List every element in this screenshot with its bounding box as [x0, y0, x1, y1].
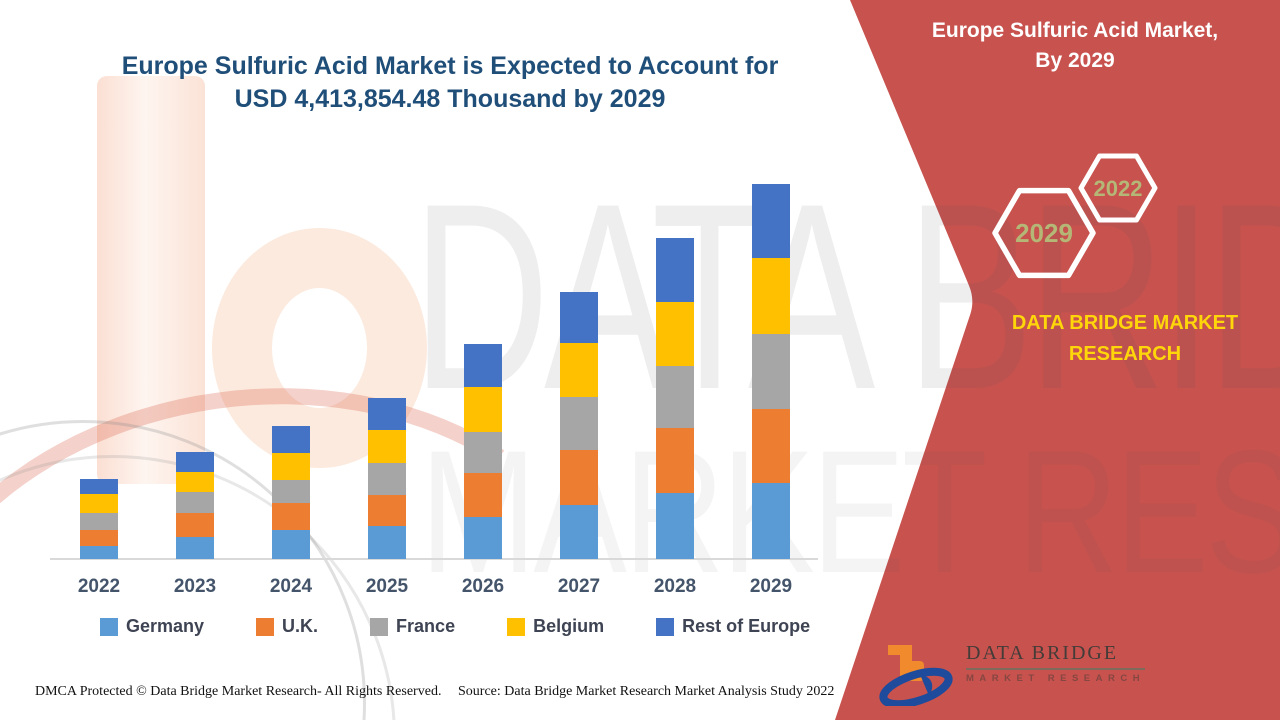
bar-segment-2027-germany [560, 504, 598, 559]
chart-legend: Germany U.K. France Belgium Rest of Europe [100, 616, 810, 637]
side-panel-title-line1: Europe Sulfuric Acid Market, [931, 19, 1219, 42]
hexagon-2029-year: 2029 [1015, 218, 1073, 248]
legend-label: Belgium [533, 616, 605, 636]
x-axis-label-2027: 2027 [557, 576, 601, 597]
chart-title: Europe Sulfuric Acid Market is Expected … [30, 50, 870, 116]
legend-item-france: France [370, 616, 455, 637]
hexagon-2022-year: 2022 [1094, 176, 1143, 201]
bar-segment-2029-germany [752, 482, 790, 559]
stacked-bar-2022 [80, 479, 118, 559]
legend-swatch-icon [256, 617, 275, 636]
bar-segment-2022-belgium [80, 493, 118, 513]
databridge-logo-icon [879, 645, 953, 706]
brand-wordmark: DATA BRIDGE MARKET RESEARCH [1000, 308, 1250, 370]
x-axis-label-2022: 2022 [77, 576, 121, 597]
bar-segment-2029-france [752, 333, 790, 409]
bar-segment-2029-u-k- [752, 408, 790, 483]
stacked-bar-2027 [560, 292, 598, 559]
brand-line2: RESEARCH [1068, 343, 1182, 365]
bar-segment-2028-belgium [656, 302, 694, 366]
legend-label: France [396, 616, 456, 636]
legend-label: Germany [126, 616, 205, 636]
hexagon-2029-outline [992, 187, 1096, 279]
bar-segment-2026-germany [464, 516, 502, 559]
side-panel-title-line2: By 2029 [1035, 49, 1115, 72]
chart-title-line1: Europe Sulfuric Acid Market is Expected … [121, 52, 779, 80]
legend-swatch-icon [507, 617, 526, 636]
stacked-bar-2029 [752, 184, 790, 559]
bar-segment-2024-germany [272, 529, 310, 559]
chart-title-line2: USD 4,413,854.48 Thousand by 2029 [234, 85, 666, 113]
hexagon-2022-outline [1078, 153, 1158, 223]
x-axis-label-2028: 2028 [653, 576, 697, 597]
bar-segment-2022-germany [80, 545, 118, 559]
bar-segment-2022-u-k- [80, 529, 118, 546]
bar-segment-2023-germany [176, 536, 214, 559]
logo-tagline: MARKET RESEARCH [966, 673, 1146, 684]
side-panel-title: Europe Sulfuric Acid Market, By 2029 [880, 16, 1270, 76]
legend-swatch-icon [100, 617, 118, 636]
x-axis-label-2026: 2026 [461, 576, 505, 597]
bar-segment-2026-belgium [464, 386, 502, 432]
bar-segment-2027-belgium [560, 342, 598, 397]
x-axis-line [50, 558, 818, 560]
bar-segment-2028-france [656, 366, 694, 428]
legend-label: Rest of Europe [682, 616, 811, 636]
bar-segment-2026-u-k- [464, 472, 502, 517]
legend-item-belgium: Belgium [507, 616, 604, 637]
legend-swatch-icon [370, 617, 389, 636]
x-axis-label-2025: 2025 [365, 576, 409, 597]
bar-segment-2023-u-k- [176, 512, 214, 537]
legend-label: U.K. [282, 616, 319, 636]
bar-segment-2028-u-k- [656, 427, 694, 493]
bar-segment-2029-belgium [752, 258, 790, 334]
x-axis-label-2029: 2029 [749, 576, 793, 597]
bar-segment-2028-germany [656, 492, 694, 559]
bar-segment-2025-france [368, 462, 406, 495]
bar-segment-2025-u-k- [368, 494, 406, 526]
bar-segment-2027-u-k- [560, 449, 598, 505]
brand-line1: DATA BRIDGE MARKET [1011, 312, 1239, 334]
bar-segment-2027-rest-of-europe [560, 292, 598, 343]
bar-segment-2026-rest-of-europe [464, 344, 502, 387]
source-notice: Source: Data Bridge Market Research Mark… [458, 684, 835, 699]
stacked-bar-2028 [656, 238, 694, 559]
bar-segment-2024-u-k- [272, 502, 310, 530]
legend-item-u-k-: U.K. [256, 616, 318, 637]
bar-segment-2029-rest-of-europe [752, 184, 790, 258]
logo-d-swoosh [879, 667, 953, 706]
bar-segment-2023-france [176, 491, 214, 513]
legend-item-rest-of-europe: Rest of Europe [656, 616, 810, 637]
dmca-notice: DMCA Protected © Data Bridge Market Rese… [35, 684, 442, 699]
legend-swatch-icon [656, 617, 675, 636]
stacked-bar-2026 [464, 344, 502, 559]
databridge-logo-text: DATA BRIDGE MARKET RESEARCH [966, 642, 1146, 684]
x-axis-label-2023: 2023 [173, 576, 217, 597]
bar-segment-2026-france [464, 431, 502, 473]
legend-item-germany: Germany [100, 616, 204, 637]
red-side-panel-shape [835, 0, 1280, 720]
logo-name: DATA BRIDGE [966, 642, 1146, 670]
bar-segment-2022-france [80, 512, 118, 530]
bar-segment-2025-germany [368, 525, 406, 559]
bar-segment-2028-rest-of-europe [656, 238, 694, 302]
x-axis-label-2024: 2024 [269, 576, 313, 597]
bar-segment-2024-france [272, 479, 310, 503]
bar-segment-2027-france [560, 396, 598, 450]
databridge-logo: DATA BRIDGE MARKET RESEARCH [876, 634, 1146, 706]
